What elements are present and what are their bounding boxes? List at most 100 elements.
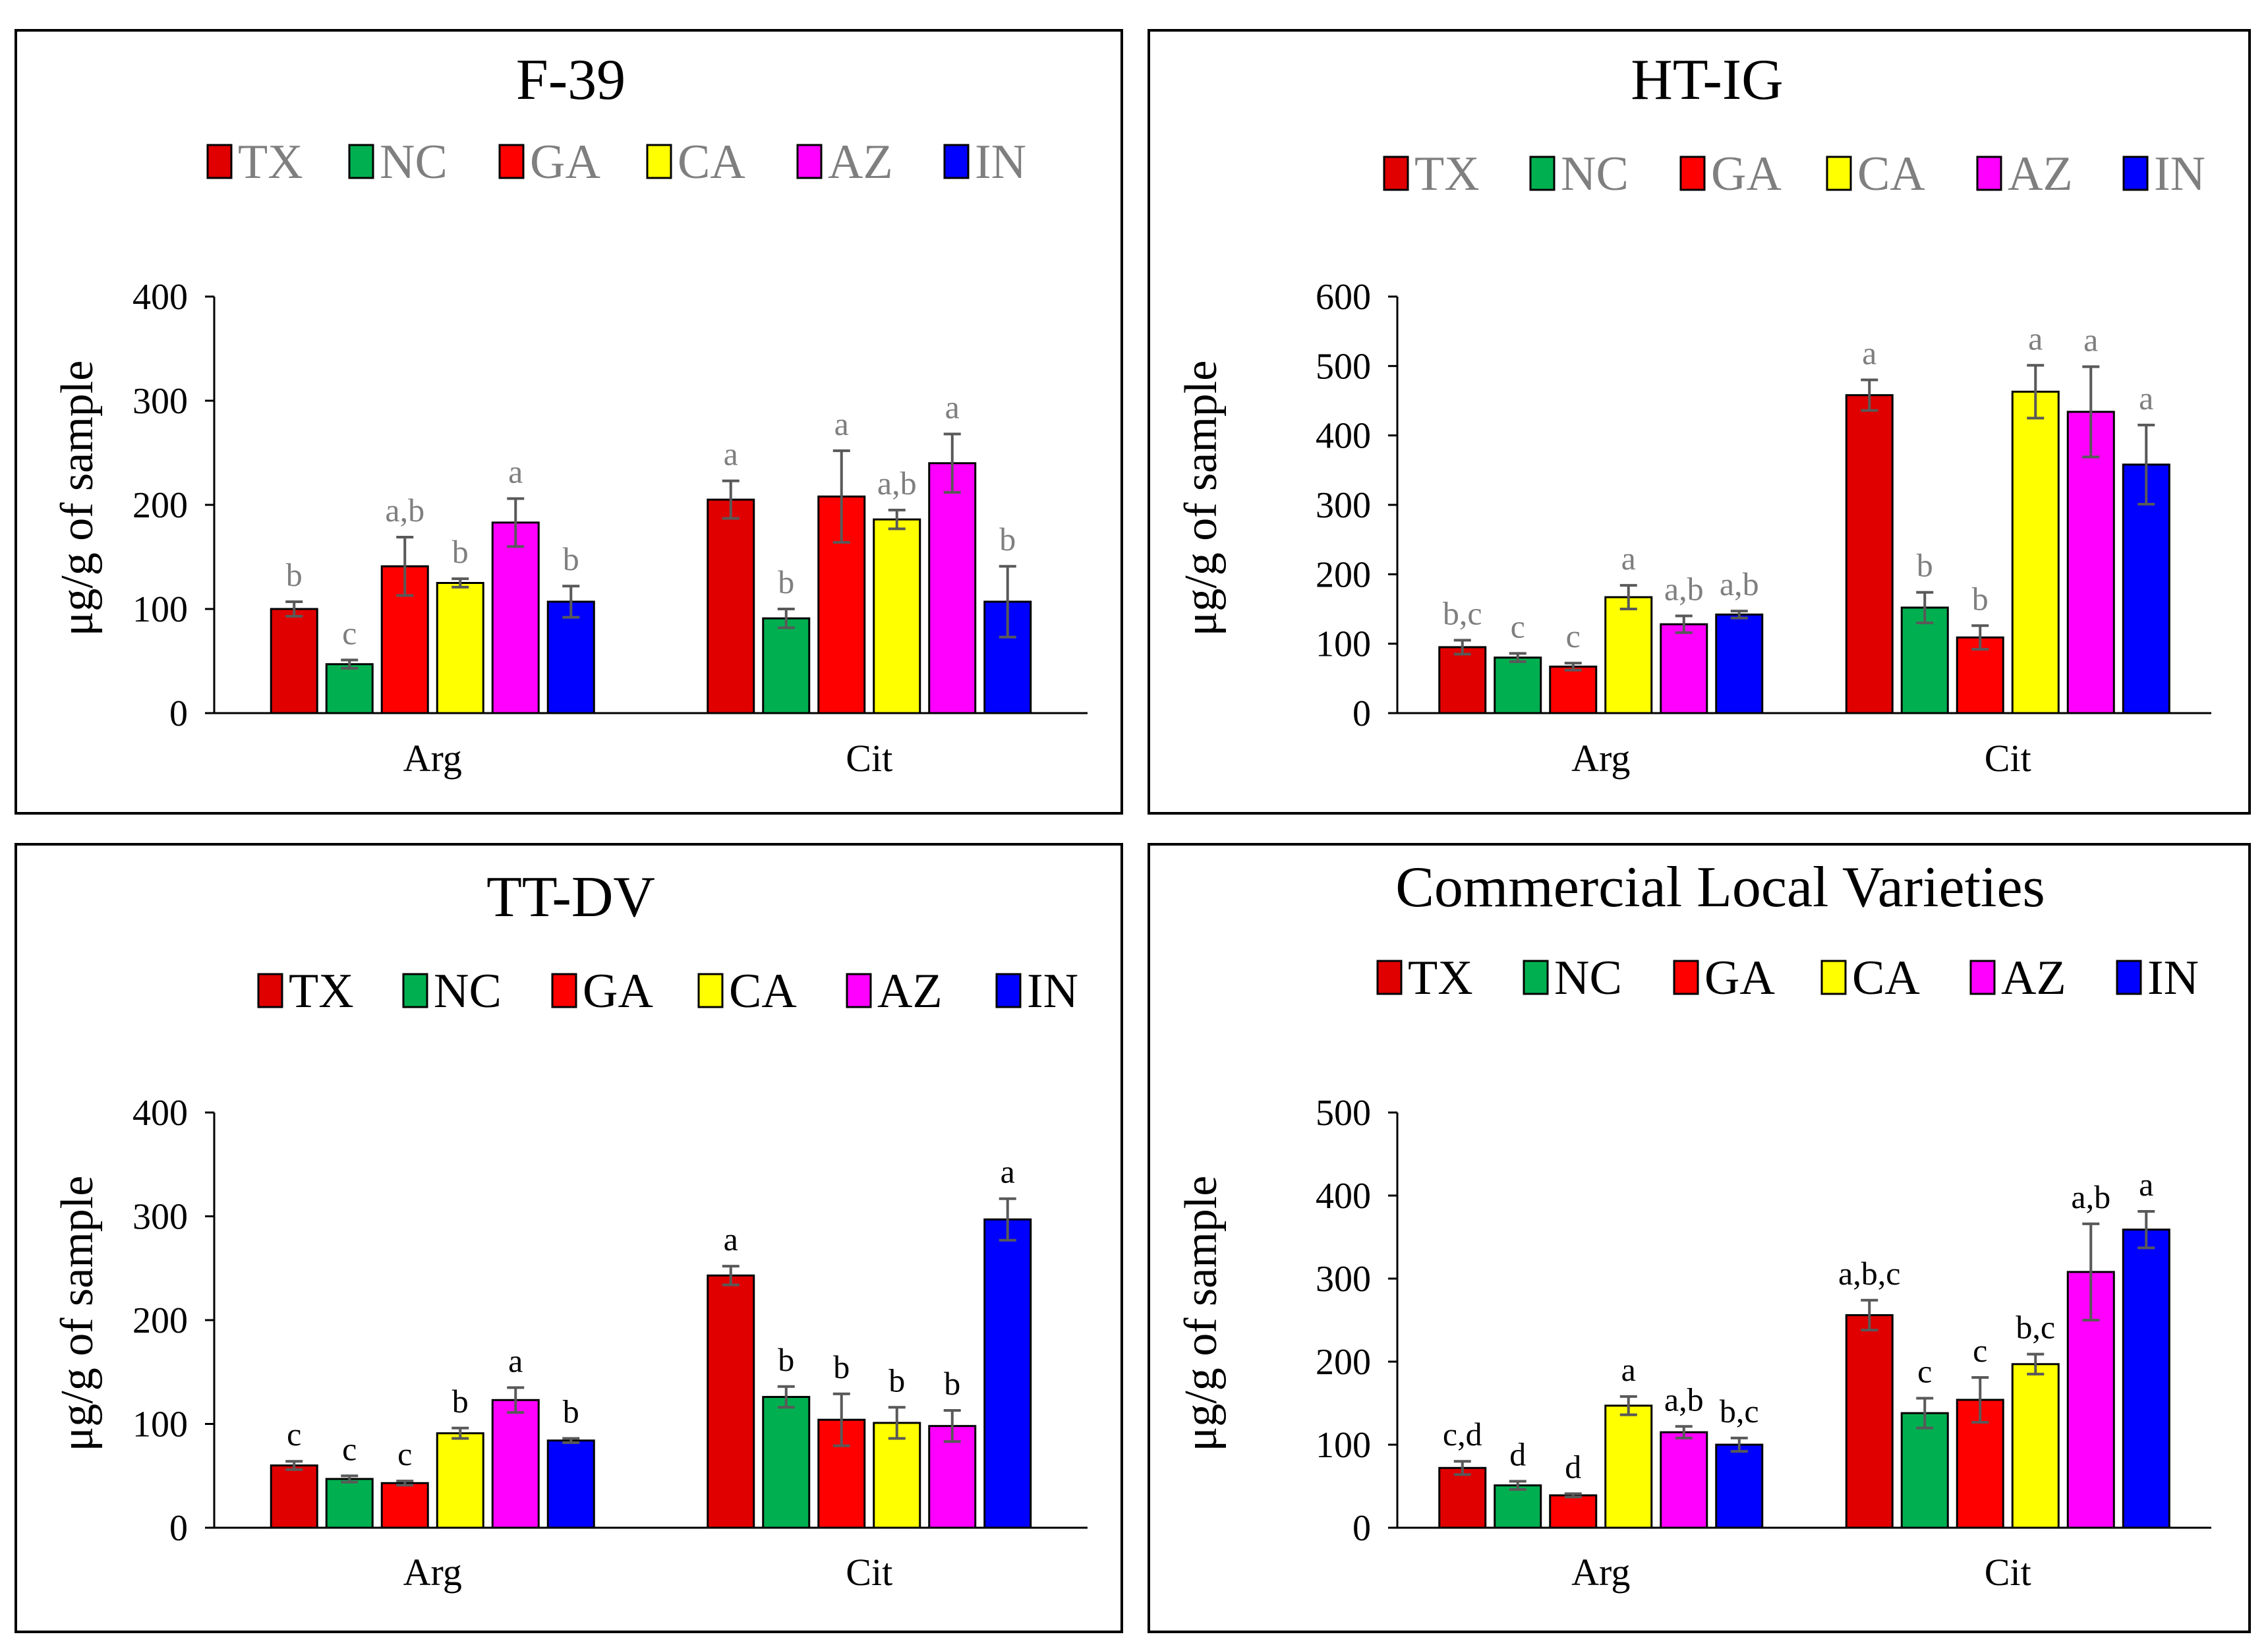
bar-in-cit (983, 1218, 1032, 1529)
bar-in-cit (2122, 463, 2170, 714)
significance-label: a,b (1664, 571, 1704, 608)
legend-swatch-in (2122, 156, 2149, 191)
bar-az-cit (928, 1425, 977, 1529)
y-tick-label: 0 (1352, 1508, 1371, 1549)
significance-label: c (1917, 1352, 1932, 1389)
y-tick-label: 300 (132, 381, 188, 422)
legend-label-ga: GA (1704, 951, 1775, 1005)
legend-swatch-nc (402, 973, 428, 1008)
y-tick-label: 200 (1316, 554, 1371, 595)
x-category-label: Cit (846, 1551, 892, 1594)
significance-label: c (342, 614, 357, 651)
legend-label-in: IN (2147, 951, 2199, 1005)
bar-tx-cit (707, 1274, 755, 1529)
chart-title: F-39 (516, 48, 625, 112)
significance-label: b (1972, 580, 1989, 617)
legend-label-ca: CA (1852, 951, 1920, 1005)
bar-az-arg (1660, 1431, 1708, 1529)
significance-label: a (1862, 334, 1876, 371)
bar-nc-arg (1494, 1484, 1542, 1529)
chart-panel-3: TT-DV TX NC GA CA AZ IN 0 100 200 300 400 μg/g of sa… (15, 843, 1123, 1633)
y-tick-label: 100 (132, 589, 188, 630)
y-tick-label: 400 (1316, 416, 1371, 457)
legend-label-in: IN (2154, 147, 2205, 201)
y-axis-label: μg/g of sample (52, 1176, 103, 1452)
significance-label: b (286, 556, 303, 593)
legend-label-tx: TX (238, 135, 303, 189)
bar-in-cit (2122, 1229, 2170, 1529)
legend-label-in: IN (975, 135, 1026, 189)
significance-label: a,b (2071, 1178, 2110, 1215)
bar-az-cit (2066, 411, 2115, 714)
significance-label: b (833, 1348, 850, 1385)
y-tick-label: 100 (1316, 624, 1371, 665)
significance-label: b (778, 1341, 794, 1378)
significance-label: a (1621, 540, 1636, 577)
significance-label: c (1511, 608, 1525, 645)
y-axis-label: μg/g of sample (1176, 361, 1227, 637)
legend-swatch-ca (697, 973, 724, 1008)
y-tick-label: 400 (132, 1093, 188, 1134)
y-tick-label: 600 (1316, 277, 1371, 318)
bar-ca-cit (2011, 390, 2060, 714)
significance-label: a (2139, 380, 2153, 417)
bar-nc-arg (325, 1478, 374, 1529)
y-tick-label: 100 (1316, 1425, 1371, 1466)
y-tick-label: 300 (1316, 1259, 1371, 1300)
significance-label: c (342, 1430, 357, 1467)
bar-ca-cit (2011, 1363, 2060, 1529)
bar-in-arg (546, 600, 595, 714)
legend-label-tx: TX (289, 964, 354, 1018)
significance-label: c (397, 1435, 412, 1472)
bar-az-arg (491, 1399, 540, 1529)
significance-label: a (724, 436, 738, 473)
x-category-label: Arg (1571, 1551, 1630, 1594)
significance-label: a,b (877, 465, 917, 502)
significance-label: c (287, 1416, 301, 1453)
significance-label: a (2083, 321, 2098, 358)
legend-swatch-az (1969, 960, 1996, 995)
x-category-label: Arg (403, 737, 462, 780)
legend-label-az: AZ (2008, 147, 2073, 201)
y-tick-label: 100 (132, 1404, 188, 1445)
bar-in-arg (546, 1439, 595, 1529)
legend-label-nc: NC (1561, 147, 1629, 201)
legend-swatch-nc (348, 144, 374, 179)
legend-label-nc: NC (434, 964, 502, 1018)
bar-tx-arg (270, 608, 318, 714)
legend-swatch-tx (257, 973, 283, 1008)
legend-label-tx: TX (1414, 147, 1480, 201)
legend-swatch-ca (1820, 960, 1847, 995)
y-tick-label: 400 (132, 277, 188, 318)
y-tick-label: 200 (132, 1300, 188, 1341)
significance-label: b,c (2016, 1309, 2055, 1346)
y-tick-label: 200 (1316, 1342, 1371, 1383)
bar-az-arg (1660, 623, 1708, 714)
significance-label: a (1001, 1153, 1015, 1190)
bar-in-arg (1715, 1443, 1764, 1529)
legend-swatch-az (846, 973, 872, 1008)
legend-label-in: IN (1027, 964, 1078, 1018)
significance-label: a,b (385, 492, 424, 529)
legend-swatch-in (943, 144, 970, 179)
bar-tx-arg (1438, 646, 1487, 714)
chart-panel-1: F-39 TX NC GA CA AZ IN 0 100 200 300 400 μg/g of sam… (15, 29, 1123, 815)
bar-ga-arg (1549, 1494, 1598, 1529)
y-tick-label: 0 (1352, 693, 1371, 734)
legend-swatch-az (1976, 156, 2002, 191)
x-category-label: Cit (846, 737, 892, 780)
legend-label-az: AZ (2001, 951, 2066, 1005)
legend-label-az: AZ (828, 135, 893, 189)
bar-tx-cit (1845, 394, 1894, 714)
significance-label: b,c (1720, 1393, 1759, 1430)
significance-label: a,b,c (1838, 1255, 1900, 1292)
significance-label: b (452, 1383, 469, 1420)
bar-ca-arg (1604, 1404, 1653, 1529)
legend-swatch-ga (498, 144, 525, 179)
y-tick-label: 300 (1316, 485, 1371, 526)
significance-label: b (888, 1362, 905, 1399)
bar-nc-arg (325, 663, 374, 714)
significance-label: a (508, 1342, 523, 1379)
y-tick-label: 300 (132, 1197, 188, 1238)
y-axis-label: μg/g of sample (1176, 1176, 1227, 1452)
